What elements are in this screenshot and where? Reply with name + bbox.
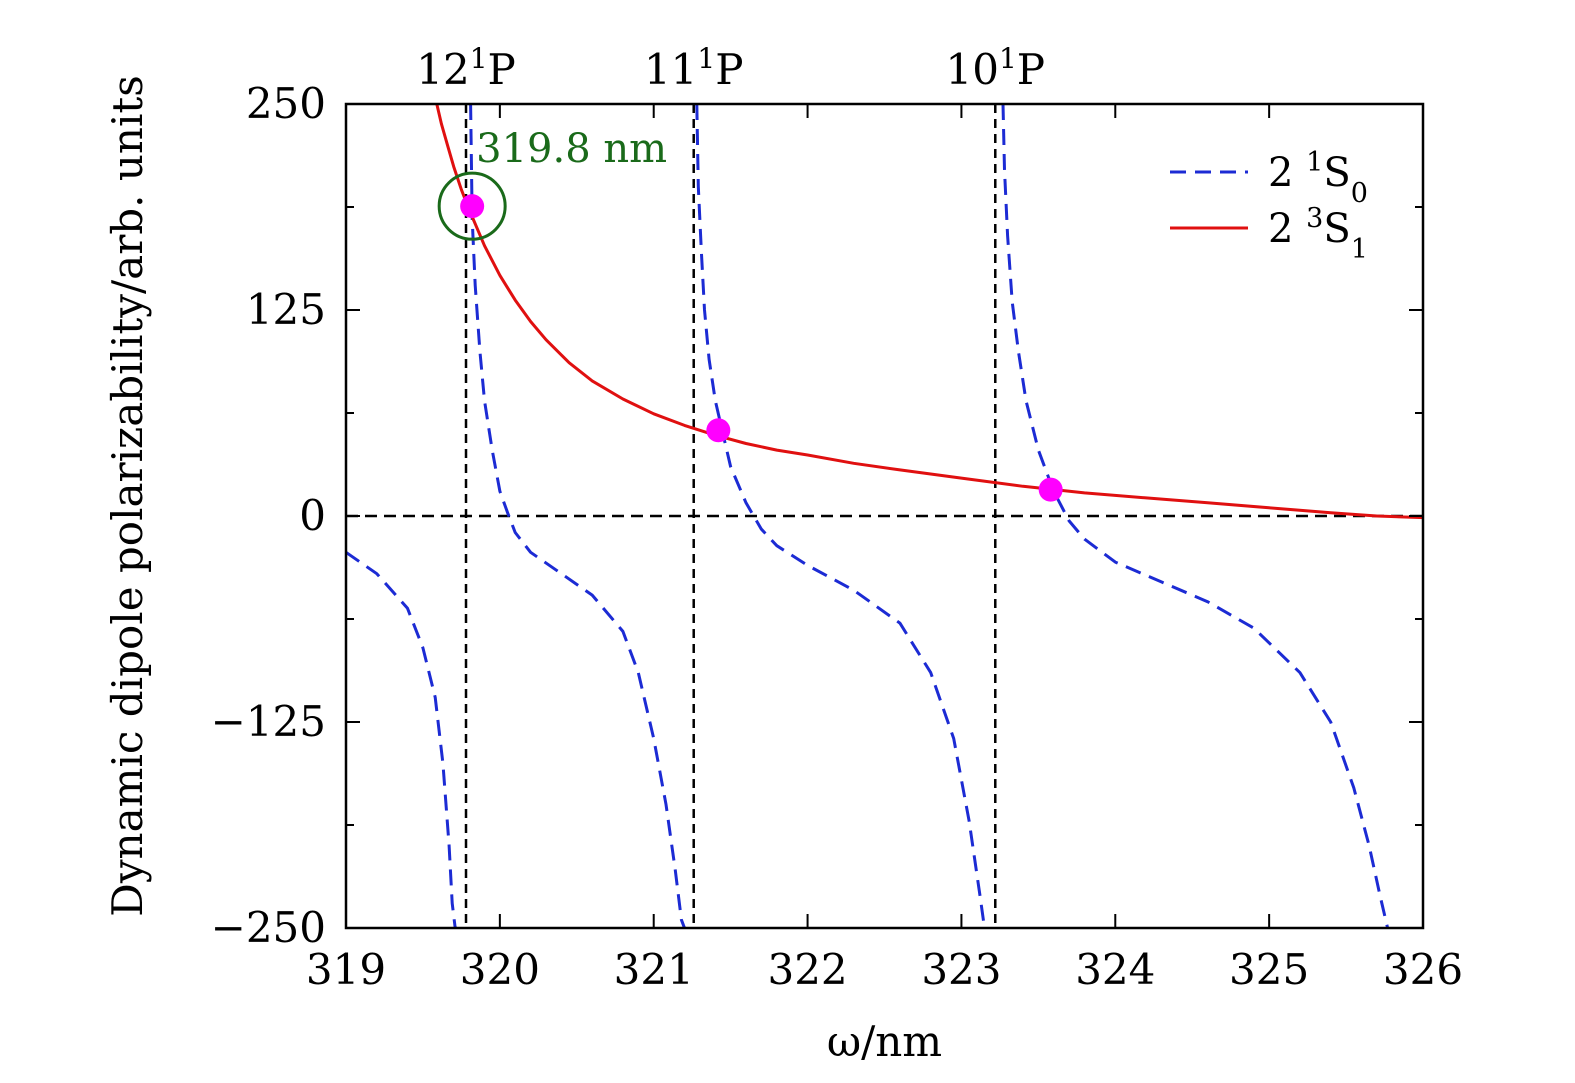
x-tick-label-7: 326 bbox=[1383, 945, 1463, 994]
y-tick-label-2: 0 bbox=[299, 491, 326, 540]
intersection-point-0 bbox=[460, 194, 485, 219]
x-tick-label-2: 321 bbox=[614, 945, 694, 994]
series-0-segment-2 bbox=[695, 104, 986, 928]
axis-ticks: 319 320 321 322 323 324 325 326 −250 −125 0 125 250 bbox=[211, 79, 1463, 994]
x-axis-label: ω/nm bbox=[827, 1017, 942, 1066]
resonance-label-2: 101P bbox=[946, 42, 1046, 95]
intersection-point-2 bbox=[1038, 477, 1063, 502]
resonance-labels: 121P 111P 101P bbox=[416, 42, 1045, 95]
x-tick-label-4: 323 bbox=[921, 945, 1001, 994]
y-tick-label-3: 125 bbox=[246, 285, 326, 334]
y-axis-label: Dynamic dipole polarizability/arb. units bbox=[103, 75, 152, 917]
resonance-label-1: 111P bbox=[644, 42, 744, 95]
x-tick-label-6: 325 bbox=[1229, 945, 1309, 994]
resonance-label-0: 121P bbox=[416, 42, 516, 95]
intersection-markers bbox=[460, 194, 1063, 502]
series-0-segment-0 bbox=[346, 551, 457, 928]
annotation-group: 319.8 nm bbox=[437, 126, 667, 241]
x-tick-label-0: 319 bbox=[306, 945, 386, 994]
legend-label-1: 2 3S1 bbox=[1268, 203, 1368, 265]
x-tick-label-3: 322 bbox=[767, 945, 847, 994]
annotation-circle bbox=[437, 171, 507, 241]
intersection-point-1 bbox=[706, 418, 731, 443]
x-tick-label-5: 324 bbox=[1075, 945, 1155, 994]
annotation-label: 319.8 nm bbox=[476, 126, 667, 172]
y-tick-label-4: 250 bbox=[246, 79, 326, 128]
series-0-segment-1 bbox=[469, 104, 686, 928]
x-tick-label-1: 320 bbox=[460, 945, 540, 994]
y-tick-label-1: −125 bbox=[211, 697, 326, 746]
y-tick-label-0: −250 bbox=[211, 903, 326, 952]
legend-label-0: 2 1S0 bbox=[1268, 147, 1368, 209]
series-0-segment-3 bbox=[1001, 104, 1390, 928]
